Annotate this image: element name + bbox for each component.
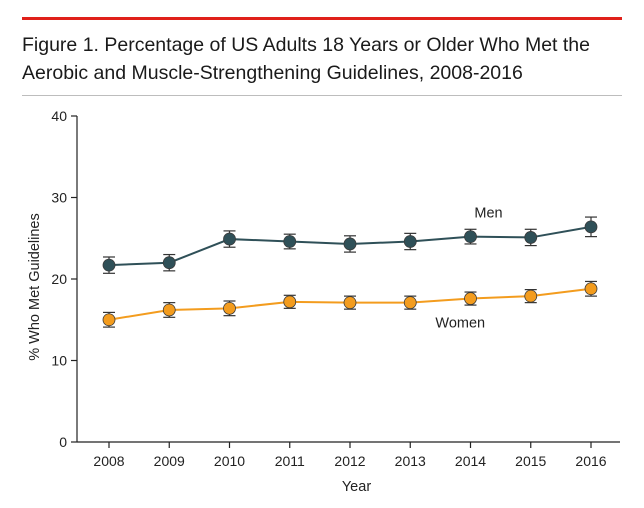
y-tick-label: 20 — [51, 271, 67, 287]
x-tick-label: 2013 — [395, 453, 426, 469]
y-axis-label: % Who Met Guidelines — [27, 213, 43, 360]
data-point — [524, 289, 538, 303]
chart-title: Figure 1. Percentage of US Adults 18 Yea… — [22, 34, 590, 84]
x-tick-label: 2015 — [515, 453, 546, 469]
x-axis-label: Year — [342, 479, 371, 495]
y-tick-label: 10 — [51, 353, 67, 369]
series-label-men: Men — [474, 206, 502, 222]
data-point — [283, 295, 297, 309]
data-point — [403, 296, 417, 310]
data-point — [584, 282, 598, 296]
x-tick-label: 2010 — [214, 453, 245, 469]
series-label-women: Women — [435, 316, 485, 332]
y-ticks: 0 10 20 30 40 — [51, 108, 77, 450]
data-point — [343, 237, 357, 251]
data-point — [102, 258, 116, 272]
x-tick-label: 2012 — [334, 453, 365, 469]
x-tick-label: 2009 — [154, 453, 185, 469]
title-divider — [22, 95, 622, 96]
plot-area — [102, 216, 598, 328]
x-tick-label: 2008 — [93, 453, 124, 469]
y-tick-label: 30 — [51, 190, 67, 206]
y-tick-label: 0 — [59, 434, 67, 450]
data-point — [102, 313, 116, 327]
series-women — [102, 280, 598, 328]
data-point — [223, 301, 236, 315]
data-point — [283, 235, 297, 248]
y-tick-label: 40 — [51, 108, 67, 124]
data-point — [162, 303, 176, 317]
data-point — [524, 231, 538, 244]
data-point — [223, 232, 236, 246]
x-tick-label: 2016 — [575, 453, 606, 469]
data-point — [403, 235, 417, 248]
title-accent-rule — [22, 17, 622, 20]
data-point — [584, 220, 598, 234]
x-tick-label: 2011 — [275, 453, 305, 469]
data-point — [343, 296, 357, 310]
data-point — [464, 230, 477, 244]
x-ticks: 2008 2009 2010 2011 2012 2013 2014 2015 2016 — [93, 442, 607, 469]
x-tick-label: 2014 — [455, 453, 486, 469]
data-point — [464, 292, 477, 305]
series-men — [102, 216, 598, 274]
data-point — [162, 256, 176, 270]
